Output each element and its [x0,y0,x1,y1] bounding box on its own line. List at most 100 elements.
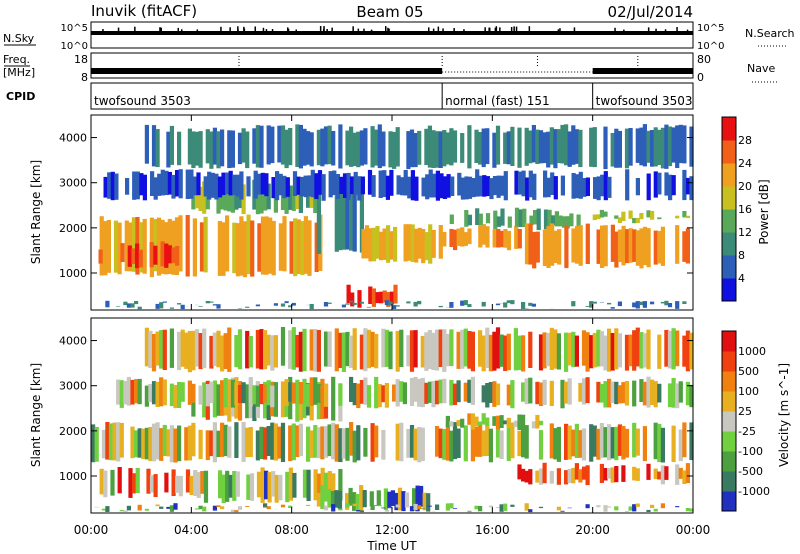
freq-panel [90,52,694,79]
heatmap-cell [624,428,630,458]
heatmap-cell [617,301,622,307]
heatmap-cell [460,329,465,369]
heatmap-cell [352,302,357,305]
heatmap-cell [407,176,412,199]
heatmap-cell [685,177,691,195]
heatmap-cell [162,301,167,303]
heatmap-cell [135,171,140,200]
heatmap-cell [414,228,419,263]
heatmap-cell [359,301,364,304]
heatmap-cell [528,331,533,368]
heatmap-cell [667,383,673,408]
heatmap-cell [353,171,358,195]
heatmap-cell [463,232,468,246]
heatmap-cell [413,428,418,461]
heatmap-cell [503,420,508,425]
heatmap-cell [535,231,540,263]
heatmap-cell [414,176,419,201]
heatmap-cell [445,333,450,367]
heatmap-cell [159,377,164,407]
heatmap-cell [137,378,142,405]
heatmap-cell [460,227,465,247]
heatmap-cell [435,426,440,457]
heatmap-cell [338,469,343,501]
heatmap-cell [610,307,615,309]
heatmap-cell [496,216,501,227]
heatmap-cell [280,504,286,508]
x-tick-label: 08:00 [274,523,309,537]
heatmap-cell [359,485,364,512]
heatmap-cell [650,130,655,167]
heatmap-cell [449,128,454,166]
heatmap-cell [614,328,619,370]
heatmap-cell [360,176,365,195]
heatmap-cell [212,304,217,306]
heatmap-cell [614,128,619,168]
sky-spike [499,27,501,31]
heatmap-cell [574,423,579,458]
heatmap-cell [492,176,498,196]
heatmap-cell [270,422,275,460]
heatmap-cell [171,247,176,264]
heatmap-cell [110,469,115,496]
heatmap-cell [323,302,329,307]
heatmap-cell [352,430,357,463]
heatmap-cell [151,334,157,372]
heatmap-cell [547,209,552,229]
sky-spike [102,29,104,31]
heatmap-cell [632,302,637,308]
heatmap-cell [288,128,293,166]
heatmap-cell [664,172,669,196]
heatmap-cell [242,221,248,278]
heatmap-cell [585,177,590,196]
heatmap-cell [499,230,504,248]
sky-spike [295,29,297,31]
heatmap-cell [488,505,493,508]
heatmap-cell [442,329,447,372]
heatmap-cell [246,474,251,500]
heatmap-cell [578,469,583,483]
heatmap-cell [449,214,454,224]
heatmap-cell [259,384,264,405]
heatmap-cell [266,380,271,406]
heatmap-cell [420,377,425,408]
heatmap-cell [194,185,200,209]
heatmap-cell [324,472,329,502]
heatmap-cell [395,379,400,407]
heatmap-cell [306,131,311,165]
heatmap-cell [349,126,354,167]
heatmap-cell [156,217,162,276]
heatmap-cell [144,427,149,460]
heatmap-cell [524,378,529,405]
heatmap-cell [446,174,451,198]
heatmap-cell [266,334,271,366]
heatmap-cell [395,127,400,167]
sky-spike [432,28,435,31]
heatmap-cell [582,178,587,197]
heatmap-cell [554,211,559,227]
heatmap-cell [298,423,303,456]
heatmap-cell [456,331,461,369]
heatmap-cell [553,428,558,460]
heatmap-cell [449,379,454,406]
heatmap-cell [553,129,558,169]
heatmap-cell [303,175,308,198]
heatmap-cell [560,510,565,512]
heatmap-cell [481,430,486,457]
colorbar-swatch [722,371,736,392]
cpid-segment-label: normal (fast) 151 [445,94,549,108]
sky-spike [363,28,365,31]
heatmap-cell [162,424,167,456]
heatmap-cell [241,422,246,462]
heatmap-cell [134,430,139,458]
heatmap-cell [513,420,518,428]
sky-spike [387,27,389,31]
heatmap-cell [338,124,343,169]
heatmap-cell [485,424,490,456]
heatmap-cell [610,333,615,371]
heatmap-cell [335,174,340,199]
heatmap-cell [345,503,350,508]
heatmap-cell [278,474,283,501]
heatmap-cell [409,330,415,372]
heatmap-cell [151,381,157,405]
